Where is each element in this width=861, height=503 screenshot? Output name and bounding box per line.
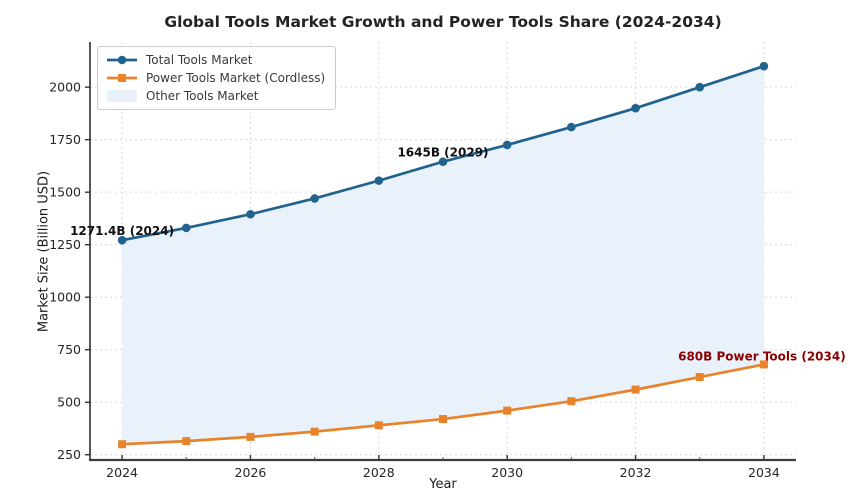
y-tick-label: 1750 [49, 132, 81, 147]
legend-item-other-tools: Other Tools Market [106, 88, 325, 104]
data-point-circle [246, 209, 255, 219]
data-point-square [631, 385, 640, 394]
x-axis-label: Year [429, 477, 457, 492]
data-point-circle [117, 235, 127, 245]
annotation-label: 1271.4B (2024) [70, 224, 174, 238]
y-tick-label: 1000 [49, 290, 81, 305]
y-tick-label: 750 [57, 342, 81, 357]
legend-item-power-tools: Power Tools Market (Cordless) [106, 70, 325, 86]
annotation-label: 1645B (2029) [397, 146, 488, 160]
x-tick-label: 2034 [748, 465, 780, 480]
chart-title: Global Tools Market Growth and Power Too… [164, 13, 722, 31]
legend-swatch-square [107, 74, 137, 82]
legend-swatch-patch [107, 90, 137, 102]
data-point-square [695, 373, 704, 382]
data-point-square [182, 437, 191, 446]
data-point-circle [502, 140, 512, 150]
data-point-square [567, 397, 576, 406]
y-tick-label: 500 [57, 395, 81, 410]
data-point-square [310, 427, 319, 436]
data-point-circle [310, 194, 319, 203]
data-point-circle [631, 103, 640, 113]
y-tick-label: 250 [57, 447, 81, 462]
y-tick-label: 1250 [49, 237, 81, 252]
data-point-square [118, 440, 127, 449]
data-point-circle [567, 122, 576, 132]
y-tick-label: 2000 [49, 80, 81, 95]
data-point-square [374, 421, 383, 430]
x-tick-label: 2026 [235, 465, 267, 480]
x-tick-label: 2032 [620, 465, 652, 480]
annotation-label: 680B Power Tools (2034) [678, 349, 846, 363]
data-point-square [246, 432, 255, 441]
legend-label: Power Tools Market (Cordless) [146, 71, 326, 85]
data-point-circle [438, 157, 448, 167]
x-tick-label: 2030 [491, 465, 523, 480]
data-point-square [503, 406, 512, 415]
data-point-square [439, 415, 447, 424]
legend-label: Total Tools Market [146, 53, 253, 67]
y-tick-label: 1500 [49, 185, 81, 200]
data-point-circle [695, 82, 705, 92]
data-point-square [759, 360, 768, 369]
other-tools-fill-area [122, 66, 764, 445]
data-point-circle [181, 223, 191, 233]
y-axis-label: Market Size (Billion USD) [36, 170, 52, 333]
x-tick-label: 2028 [363, 465, 395, 480]
legend-label: Other Tools Market [146, 89, 259, 103]
data-point-circle [374, 176, 384, 185]
legend-item-total-tools: Total Tools Market [106, 52, 325, 68]
data-point-circle [759, 61, 769, 71]
legend-swatch-circle [107, 55, 137, 65]
x-tick-label: 2024 [106, 465, 138, 480]
legend: Total Tools Market Power Tools Market (Co… [97, 46, 337, 110]
